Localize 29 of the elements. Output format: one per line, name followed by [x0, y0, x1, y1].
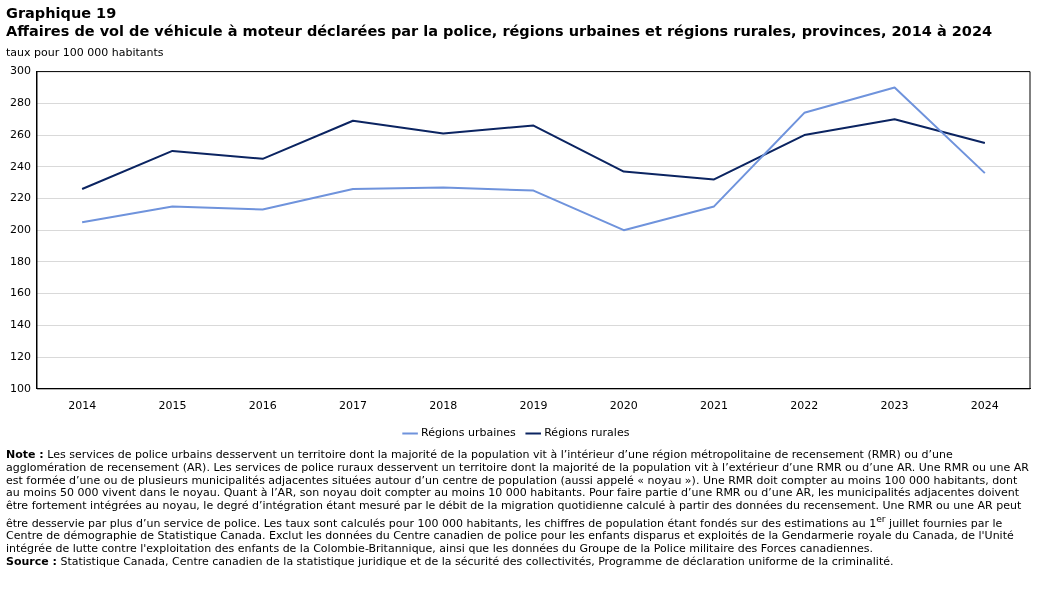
- y-tick-label: 280: [10, 96, 31, 110]
- y-tick-label: 160: [10, 286, 31, 300]
- y-tick-label: 180: [10, 254, 31, 268]
- legend-label: Régions urbaines: [421, 426, 516, 440]
- y-tick-label: 100: [10, 381, 31, 395]
- source-note: Source : Statistique Canada, Centre canadien de la statistique juridique et de la sécurité des collectivités, Programme de déclaration uniforme de la criminalité.: [6, 555, 895, 569]
- x-tick-label: 2018: [429, 399, 458, 413]
- y-tick-label: 240: [10, 159, 31, 173]
- x-tick-label: 2014: [68, 399, 97, 413]
- chart-title: Graphique 19: [6, 4, 118, 22]
- chart-subtitle: Affaires de vol de véhicule à moteur déclarées par la police, régions urbaines et régions rurales, provinces, 2014 à 2024: [6, 22, 994, 40]
- legend-label: Régions rurales: [544, 426, 630, 440]
- x-tick-label: 2022: [790, 399, 819, 413]
- y-tick-label: 200: [10, 223, 31, 237]
- y-axis-title: taux pour 100 000 habitants: [6, 46, 165, 59]
- y-tick-label: 260: [10, 127, 31, 141]
- x-tick-label: 2019: [519, 399, 548, 413]
- x-tick-label: 2024: [970, 399, 999, 413]
- x-tick-label: 2023: [880, 399, 909, 413]
- y-tick-label: 300: [10, 64, 31, 78]
- y-tick-label: 120: [10, 349, 31, 363]
- x-tick-label: 2020: [609, 399, 638, 413]
- text: Note : Les services de police urbains desservent un territoire dont la majorité de la population vit à l’intérieur d’une région métropolitaine de recensement (RMR) ou d’une agglomération de recensement (AR). Les services de police ruraux desservent un territoire dont la majorité de la population vit à l’extérieur d’une RMR ou d’une AR. Une RMR ou une AR est formée d’une ou de plusieurs municipalités adjacentes situées autour d’un centre de population (aussi appelé « noyau »). Une RMR doit compter au moins 100 000 habitants, dont au moins 50 000 vivent dans le noyau. Quant à l’AR, son noyau doit compter au moins 10 000 habitants. Pour faire partie d’une RMR ou d’une AR, les municipalités adjacentes doivent être fortement intégrées au noyau, le degré d’intégration étant mesuré par le débit de la migration quotidienne calculé à partir des données du recensement. Une RMR ou une AR peut être desservie par plus d’un service de police. Les taux sont calculés pour 100 000 habitants, les chiffres de population étant fondés sur des estimations au 1$^{er}$ juillet fournies par le Centre de démographie de Statistique Canada. Exclut les données du Centre canadien de police pour les enfants disparus et exploités de la Gendarmerie royale du Canada, de l'Unité intégrée de lutte contre l'exploitation des enfants de la Colombie-Britannique, ainsi que les données du Groupe de la Police militaire des Forces canadiennes.: [6, 448, 1029, 556]
- y-tick-label: 140: [10, 318, 31, 332]
- x-tick-label: 2016: [248, 399, 277, 413]
- x-tick-label: 2021: [700, 399, 729, 413]
- y-tick-label: 220: [10, 191, 31, 205]
- x-tick-label: 2015: [158, 399, 187, 413]
- x-tick-label: 2017: [338, 399, 367, 413]
